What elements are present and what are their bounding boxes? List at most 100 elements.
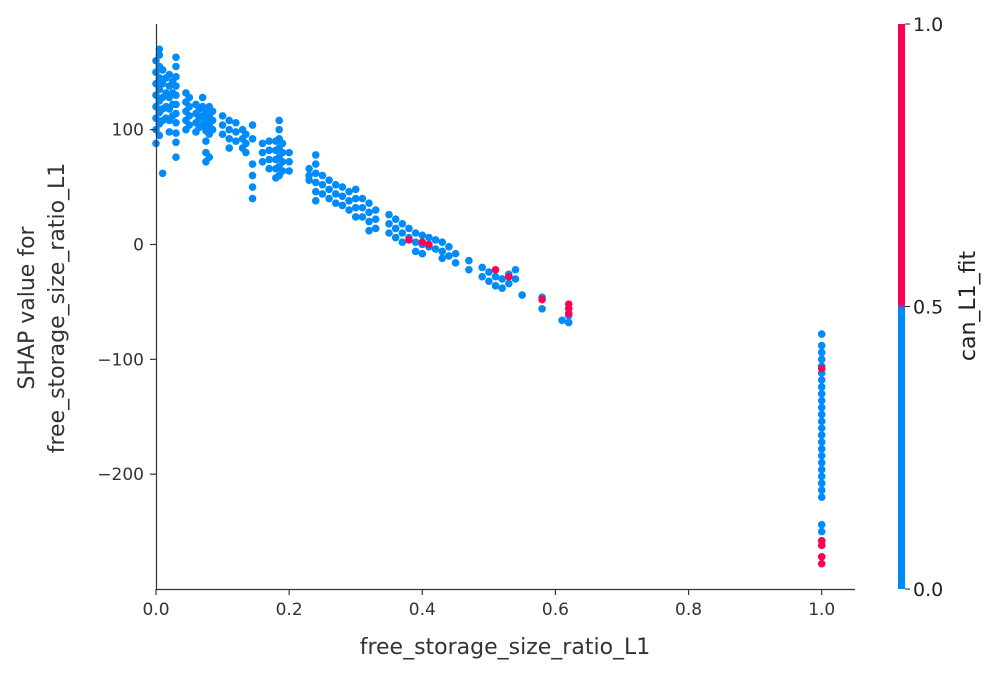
data-point [172,129,180,137]
data-point [218,112,227,120]
data-point [817,348,826,357]
data-point [225,116,234,125]
data-point [265,137,273,145]
data-point [318,171,327,180]
data-point [405,236,413,244]
data-point [465,256,473,265]
data-point [258,148,267,157]
data-point [365,199,373,207]
data-point [817,403,826,412]
data-point [325,194,333,203]
data-point [345,187,353,196]
data-point [358,203,367,212]
data-point [564,309,573,318]
data-point [817,396,826,405]
data-point [385,220,393,228]
data-point [338,192,347,201]
data-point [817,520,826,529]
data-point [817,438,826,446]
data-point [817,364,826,373]
data-point [275,125,283,134]
y-tick-label: −100 [97,350,144,370]
data-point [511,275,520,283]
data-point [185,112,194,120]
data-point [258,139,267,148]
data-point [165,70,174,79]
data-point [518,291,526,299]
data-point [155,45,164,54]
data-point [172,153,180,162]
data-point [232,128,240,136]
data-point [418,249,427,258]
data-point [431,245,440,253]
data-point [358,213,367,221]
data-point [318,190,327,198]
data-point [225,125,234,134]
y-axis-ticks: 100 0 −100 −200 [97,121,156,485]
x-tick-label: 0.4 [409,600,436,620]
data-point [451,249,460,258]
data-point [172,62,180,71]
x-tick-label: 0.6 [542,600,569,620]
data-point [325,176,333,184]
data-point [165,128,174,136]
y-tick-label: 0 [133,235,144,255]
data-point [385,210,393,219]
data-point [318,180,327,189]
data-point [817,472,826,481]
data-point [155,131,164,140]
data-point [478,263,487,272]
data-point [485,277,493,286]
data-point [511,265,520,274]
data-point [817,527,826,536]
data-point [817,486,826,495]
data-point [351,194,360,203]
data-point [338,183,347,191]
colorbar-label: can_L1_fit [956,251,981,362]
data-point [365,217,373,226]
data-point [331,190,340,198]
data-point [358,194,367,203]
data-point [817,417,826,426]
data-point [465,265,473,274]
data-point [411,247,420,256]
data-point [491,272,500,281]
colorbar-tick-label: 1.0 [913,14,943,36]
data-point [418,238,427,246]
data-point [172,109,180,118]
data-point [365,208,373,217]
data-point [311,169,320,178]
data-point [445,242,453,251]
data-point [278,148,287,157]
data-point [817,383,826,391]
data-point [225,135,234,143]
data-point [817,445,826,453]
x-tick-label: 1.0 [808,600,835,620]
data-point [817,493,826,501]
data-point [505,279,513,288]
data-point [155,85,164,94]
data-point [208,107,217,116]
data-point [491,265,500,274]
data-point [391,215,400,224]
data-point [305,176,313,184]
data-point [538,305,546,313]
data-point [311,151,320,159]
data-point [817,424,826,433]
data-point [198,93,207,102]
data-point [172,91,180,99]
data-point [242,130,250,139]
data-point [248,183,257,191]
data-point [208,116,217,125]
data-point [258,158,267,166]
data-point [172,73,180,81]
data-point [248,135,257,143]
data-point [817,389,826,398]
data-point [311,187,320,196]
x-tick-label: 0.0 [142,600,169,620]
data-point [265,146,273,155]
data-point [411,229,420,237]
data-point [505,272,513,281]
data-point [391,224,400,233]
data-point [218,121,227,129]
